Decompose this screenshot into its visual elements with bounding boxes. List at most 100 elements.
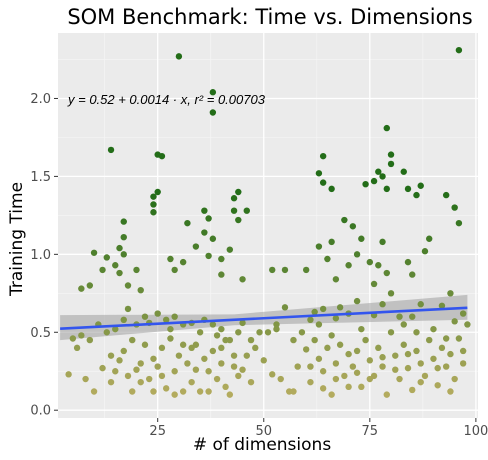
y-tick-label: 1.0 [30, 248, 51, 263]
data-point [362, 336, 369, 344]
data-point [421, 248, 429, 255]
data-point [404, 258, 412, 266]
data-point [154, 188, 161, 196]
data-point [375, 344, 382, 352]
data-point [162, 316, 170, 324]
data-point [455, 219, 463, 227]
data-point [353, 251, 361, 258]
data-point [294, 363, 301, 370]
data-point [158, 152, 166, 160]
data-point [404, 364, 412, 372]
x-axis-title: # of dimensions [193, 435, 332, 455]
data-point [192, 366, 200, 373]
data-point [256, 329, 263, 336]
data-point [379, 354, 386, 361]
data-point [196, 329, 204, 336]
data-point [379, 363, 386, 370]
data-point [311, 308, 318, 316]
data-point [455, 46, 463, 54]
data-point [438, 344, 446, 352]
data-point [171, 391, 178, 398]
data-point [358, 383, 365, 391]
data-point [328, 185, 335, 193]
data-point [179, 388, 187, 395]
data-point [107, 146, 115, 154]
data-point [383, 269, 390, 277]
data-point [86, 336, 94, 344]
data-point [112, 262, 119, 269]
data-point [336, 304, 344, 311]
data-point [319, 368, 327, 375]
data-point [400, 168, 407, 175]
data-point [243, 207, 250, 214]
data-point [442, 335, 450, 342]
data-point [417, 182, 424, 189]
data-point [226, 246, 234, 253]
data-point [375, 168, 382, 175]
data-point [120, 251, 127, 258]
data-point [129, 388, 136, 395]
data-point [69, 335, 77, 342]
data-point [379, 301, 386, 308]
data-point [387, 290, 395, 297]
data-point [324, 255, 331, 263]
data-point [235, 329, 242, 336]
data-point [167, 325, 174, 333]
data-point [290, 336, 297, 344]
data-point [82, 375, 89, 383]
data-point [99, 266, 106, 274]
y-tick-label: 1.5 [30, 170, 51, 185]
data-point [341, 216, 348, 224]
data-point [222, 383, 229, 391]
data-point [103, 254, 110, 261]
data-point [171, 266, 178, 274]
data-point [112, 368, 119, 375]
data-point [235, 188, 242, 196]
data-point [434, 382, 441, 389]
data-point [252, 344, 259, 352]
data-point [362, 180, 369, 188]
data-point [307, 316, 314, 324]
data-point [451, 204, 458, 211]
data-point [78, 332, 85, 339]
data-point [201, 355, 208, 362]
data-point [209, 347, 217, 355]
data-point [179, 341, 187, 348]
data-point [447, 388, 454, 395]
data-point [379, 238, 386, 246]
data-point [324, 344, 331, 352]
data-point [107, 378, 115, 386]
data-point [451, 318, 458, 325]
data-point [302, 266, 310, 274]
data-point [442, 363, 450, 370]
data-point [417, 301, 424, 308]
data-point [315, 170, 323, 177]
data-point [112, 325, 119, 333]
data-point [201, 229, 208, 236]
data-point [150, 355, 157, 362]
data-point [137, 378, 144, 386]
data-point [141, 313, 149, 320]
data-point [158, 344, 166, 352]
data-point [167, 255, 174, 263]
data-point [247, 378, 255, 386]
data-point [150, 193, 157, 200]
data-point [243, 352, 250, 359]
data-point [413, 191, 420, 199]
data-point [65, 371, 72, 378]
data-point [213, 332, 221, 339]
data-point [124, 372, 132, 380]
data-point [438, 302, 446, 309]
data-point [209, 235, 217, 242]
data-point [120, 347, 127, 355]
data-point [387, 329, 395, 336]
data-point [129, 336, 136, 344]
y-axis-ticks: 0.0 0.5 1.0 1.5 2.0 [30, 92, 58, 419]
x-axis-ticks: 25 50 75 100 [149, 418, 488, 439]
data-point [120, 316, 127, 324]
data-point [218, 360, 225, 367]
data-point [392, 366, 399, 373]
data-point [392, 352, 399, 359]
data-point [400, 321, 407, 328]
